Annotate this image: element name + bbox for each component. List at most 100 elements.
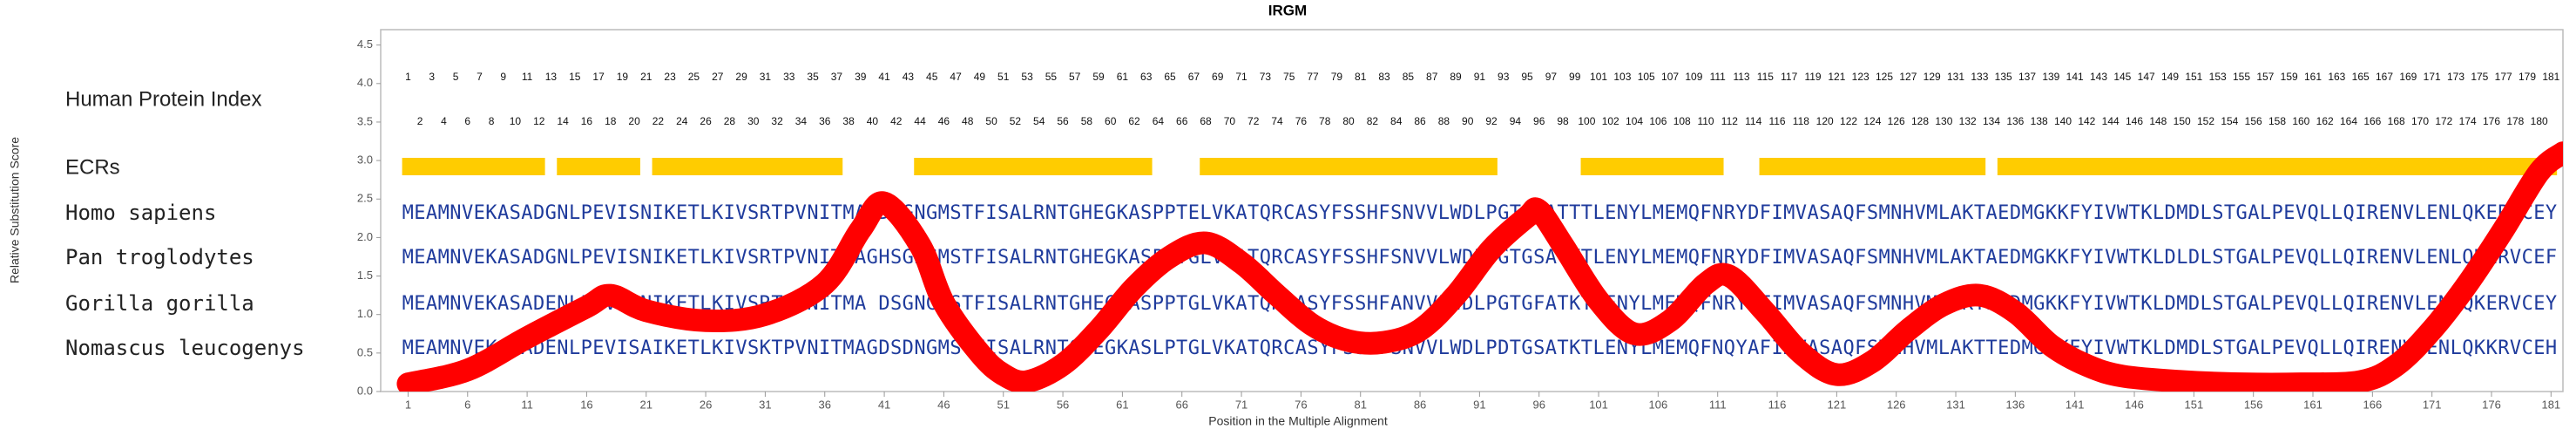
index-number: 144 <box>2102 115 2120 127</box>
index-number: 88 <box>1438 115 1450 127</box>
index-number: 31 <box>760 71 772 83</box>
index-number: 134 <box>1983 115 2000 127</box>
index-number: 133 <box>1971 71 1988 83</box>
chart-title: IRGM <box>1268 2 1307 18</box>
index-number: 101 <box>1590 71 1607 83</box>
index-number: 52 <box>1010 115 1022 127</box>
index-number: 83 <box>1378 71 1390 83</box>
x-tick-label: 71 <box>1235 398 1247 411</box>
index-number: 16 <box>581 115 593 127</box>
index-number: 162 <box>2316 115 2334 127</box>
index-number: 27 <box>712 71 724 83</box>
index-number: 76 <box>1295 115 1308 127</box>
x-tick-label: 41 <box>878 398 890 411</box>
x-tick-label: 171 <box>2423 398 2442 411</box>
x-tick-label: 21 <box>640 398 652 411</box>
index-number: 22 <box>652 115 665 127</box>
y-tick-label: 4.5 <box>357 37 373 51</box>
index-number: 155 <box>2233 71 2250 83</box>
index-number: 180 <box>2531 115 2548 127</box>
ecr-bar <box>1997 158 2558 175</box>
index-number: 75 <box>1283 71 1295 83</box>
index-number: 165 <box>2352 71 2370 83</box>
index-number: 143 <box>2090 71 2107 83</box>
index-number: 62 <box>1128 115 1140 127</box>
index-number: 126 <box>1888 115 1905 127</box>
x-tick-label: 1 <box>405 398 411 411</box>
index-number: 74 <box>1271 115 1283 127</box>
index-number: 158 <box>2268 115 2286 127</box>
x-tick-label: 146 <box>2125 398 2144 411</box>
index-number: 140 <box>2054 115 2072 127</box>
index-number: 2 <box>417 115 423 127</box>
x-tick-label: 31 <box>759 398 771 411</box>
index-number: 61 <box>1117 71 1129 83</box>
y-tick-label: 1.5 <box>357 269 373 282</box>
index-number: 45 <box>926 71 938 83</box>
index-number: 71 <box>1235 71 1247 83</box>
index-number: 5 <box>453 71 459 83</box>
x-tick-label: 141 <box>2066 398 2085 411</box>
index-number: 87 <box>1426 71 1438 83</box>
index-label: Human Protein Index <box>65 87 261 111</box>
index-number: 125 <box>1876 71 1893 83</box>
index-number: 142 <box>2078 115 2095 127</box>
index-number: 85 <box>1403 71 1415 83</box>
species-label: Pan troglodytes <box>65 245 254 269</box>
index-number: 86 <box>1414 115 1426 127</box>
x-tick-label: 11 <box>521 398 533 411</box>
index-number: 94 <box>1510 115 1522 127</box>
x-tick-label: 96 <box>1532 398 1545 411</box>
index-number: 173 <box>2447 71 2464 83</box>
index-number: 19 <box>617 71 629 83</box>
index-number: 116 <box>1768 115 1785 127</box>
index-number: 137 <box>2018 71 2036 83</box>
x-tick-label: 61 <box>1116 398 1128 411</box>
index-number: 90 <box>1462 115 1474 127</box>
index-number: 37 <box>831 71 843 83</box>
index-number: 148 <box>2149 115 2167 127</box>
index-number: 89 <box>1450 71 1462 83</box>
index-number: 175 <box>2471 71 2488 83</box>
index-number: 153 <box>2209 71 2227 83</box>
index-number: 36 <box>819 115 831 127</box>
x-tick-label: 101 <box>1589 398 1608 411</box>
y-tick-label: 2.0 <box>357 230 373 243</box>
y-tick-label: 2.5 <box>357 192 373 205</box>
index-number: 100 <box>1578 115 1595 127</box>
x-tick-label: 161 <box>2303 398 2322 411</box>
index-number: 131 <box>1947 71 1964 83</box>
index-number: 1 <box>405 71 411 83</box>
index-number: 3 <box>429 71 435 83</box>
index-number: 92 <box>1485 115 1498 127</box>
index-number: 69 <box>1212 71 1224 83</box>
x-tick-label: 126 <box>1887 398 1906 411</box>
index-number: 4 <box>441 115 447 127</box>
index-number: 169 <box>2399 71 2417 83</box>
x-tick-label: 16 <box>580 398 592 411</box>
species-label: Gorilla gorilla <box>65 291 254 316</box>
index-number: 103 <box>1613 71 1631 83</box>
index-number: 166 <box>2363 115 2381 127</box>
x-tick-label: 176 <box>2482 398 2501 411</box>
x-tick-label: 56 <box>1057 398 1069 411</box>
index-number: 170 <box>2411 115 2429 127</box>
index-number: 109 <box>1685 71 1702 83</box>
index-number: 77 <box>1307 71 1319 83</box>
plot-frame <box>380 29 2564 392</box>
index-number: 32 <box>771 115 783 127</box>
index-number: 154 <box>2221 115 2238 127</box>
index-number: 149 <box>2161 71 2179 83</box>
index-number: 151 <box>2185 71 2202 83</box>
index-number: 174 <box>2459 115 2477 127</box>
index-number: 58 <box>1081 115 1093 127</box>
index-number: 120 <box>1816 115 1834 127</box>
index-number: 97 <box>1545 71 1558 83</box>
ecr-bar <box>1580 158 1724 175</box>
index-number: 63 <box>1140 71 1153 83</box>
index-number: 128 <box>1911 115 1929 127</box>
index-number: 168 <box>2388 115 2405 127</box>
index-number: 102 <box>1602 115 1619 127</box>
index-number: 115 <box>1757 71 1774 83</box>
